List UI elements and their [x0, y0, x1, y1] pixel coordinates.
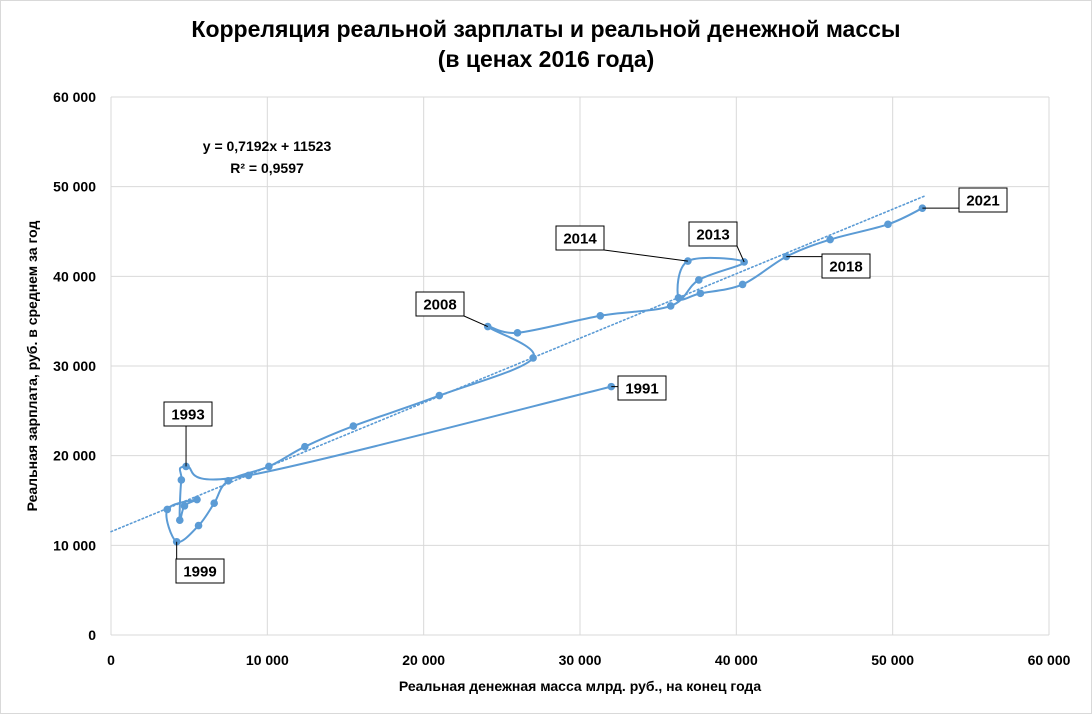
data-point-1994 [177, 476, 186, 484]
x-tick-label: 10 000 [246, 652, 289, 668]
y-tick-label: 0 [88, 627, 96, 643]
data-point-1998 [163, 505, 172, 514]
x-tick-label: 20 000 [402, 652, 445, 668]
tick-labels: 0 10 000 20 000 30 000 40 000 50 000 60 000 0 10… [53, 89, 1070, 668]
callout-label-2013: 2013 [696, 227, 729, 244]
series-line [165, 207, 923, 544]
data-point-2005 [349, 422, 358, 430]
y-tick-label: 50 000 [53, 179, 96, 195]
data-point-2014 [684, 257, 692, 265]
data-point-2001 [210, 499, 218, 507]
y-tick-label: 30 000 [53, 358, 96, 374]
year-callouts: 1991 1993 1999 2008 2013 2014 2018 2021 [163, 187, 1008, 584]
chart-subtitle: (в ценах 2016 года) [437, 46, 655, 72]
callout-leader-2014 [603, 249, 688, 262]
x-axis-title: Реальная денежная масса млрд. руб., на к… [399, 678, 761, 694]
callout-label-2021: 2021 [966, 193, 999, 210]
data-point-1993 [182, 462, 190, 471]
data-point-2013 [740, 258, 748, 266]
y-tick-label: 10 000 [53, 537, 96, 553]
callout-box-1993 [163, 401, 213, 427]
trendline [110, 195, 925, 533]
data-point-2004 [301, 442, 309, 451]
y-tick-label: 20 000 [53, 448, 96, 464]
data-point-1997 [193, 495, 201, 504]
data-point-2007 [529, 354, 537, 362]
callout-box-2021 [958, 187, 1008, 213]
data-points [163, 204, 927, 546]
data-point-2000 [194, 521, 203, 530]
x-tick-label: 50 000 [871, 652, 914, 668]
callout-label-1993: 1993 [171, 407, 204, 424]
data-point-2019 [826, 235, 834, 244]
x-tick-label: 0 [107, 652, 115, 668]
callout-box-1999 [175, 558, 225, 584]
callout-label-1999: 1999 [183, 564, 216, 581]
series-path [165, 207, 923, 544]
data-point-2015 [674, 294, 683, 302]
callout-label-2014: 2014 [563, 231, 597, 248]
data-point-2002 [224, 476, 233, 485]
callout-label-1991: 1991 [625, 381, 658, 398]
data-point-2006 [435, 391, 444, 400]
data-point-2016 [696, 289, 705, 298]
data-point-2009 [513, 329, 522, 337]
gridlines [110, 96, 1050, 636]
chart-title-line: Корреляция реальной зарплаты и реальной … [191, 16, 901, 42]
trendline-equation: y = 0,7192x + 11523 [203, 138, 332, 154]
data-point-2011 [666, 302, 675, 310]
data-point-2008 [483, 322, 492, 331]
data-point-2003 [265, 462, 273, 471]
callout-box-2018 [821, 253, 871, 279]
chart-title: Корреляция реальной зарплаты и реальной … [0, 14, 1092, 74]
data-point-1995 [175, 516, 184, 525]
y-axis-title: Реальная зарплата, руб. в среднем за год [24, 221, 40, 512]
trendline-path [110, 195, 925, 533]
data-point-2010 [596, 311, 605, 320]
callout-leader-2008 [463, 315, 488, 328]
y-tick-label: 60 000 [53, 89, 96, 105]
data-point-2020 [884, 220, 892, 229]
callout-label-2018: 2018 [829, 259, 862, 276]
y-tick-label: 40 000 [53, 268, 96, 284]
data-point-2012 [695, 276, 703, 284]
x-tick-label: 30 000 [559, 652, 602, 668]
callout-box-1991 [617, 375, 667, 401]
callout-label-2008: 2008 [423, 297, 456, 314]
callout-leader-2013 [736, 245, 745, 263]
trendline-r-squared: R² = 0,9597 [230, 160, 304, 176]
data-point-2017 [738, 280, 747, 289]
data-point-1996 [180, 502, 189, 510]
data-point-1992 [244, 471, 253, 480]
x-tick-label: 40 000 [715, 652, 758, 668]
callout-box-2013 [688, 221, 738, 247]
callout-box-2008 [415, 291, 465, 317]
callout-box-2014 [555, 225, 605, 251]
x-tick-label: 60 000 [1028, 652, 1071, 668]
